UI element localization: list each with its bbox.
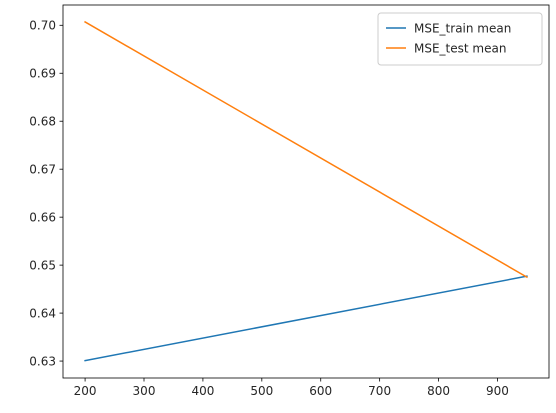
series-layer (84, 20, 528, 362)
x-tick-label: 700 (368, 384, 391, 398)
legend-box (377, 12, 543, 66)
x-tick-label: 400 (191, 384, 214, 398)
x-tick-label: 500 (250, 384, 273, 398)
y-axis: 0.63 0.64 0.65 0.66 0.67 0.68 0.69 0.70 (29, 19, 63, 368)
y-tick-label: 0.70 (29, 19, 56, 33)
legend: MSE_train mean MSE_test mean (377, 12, 543, 66)
series-line-1 (84, 20, 528, 279)
y-tick-label: 0.63 (29, 354, 56, 368)
legend-label-0: MSE_train mean (414, 21, 511, 35)
x-tick-label: 800 (427, 384, 450, 398)
series-line-0 (84, 275, 528, 362)
y-tick-label: 0.66 (29, 210, 56, 224)
x-tick-label: 200 (74, 384, 97, 398)
plot-frame (62, 4, 550, 379)
y-tick-label: 0.68 (29, 115, 56, 129)
y-tick-label: 0.65 (29, 258, 56, 272)
y-tick-label: 0.69 (29, 67, 56, 81)
x-tick-label: 600 (309, 384, 332, 398)
x-tick-label: 300 (133, 384, 156, 398)
x-tick-label: 900 (486, 384, 509, 398)
y-tick-label: 0.67 (29, 162, 56, 176)
legend-label-1: MSE_test mean (414, 41, 506, 55)
y-tick-label: 0.64 (29, 306, 56, 320)
x-axis: 200 300 400 500 600 700 800 900 (74, 378, 509, 398)
